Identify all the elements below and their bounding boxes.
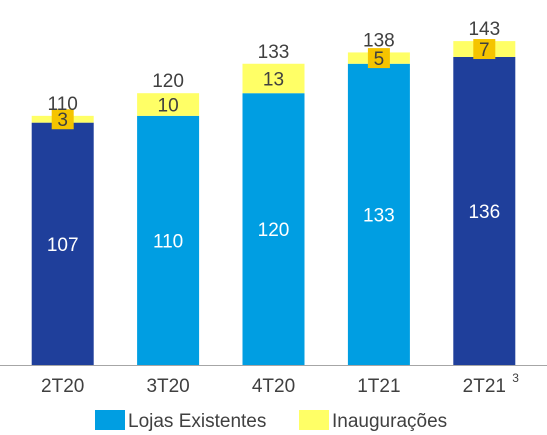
total-label-2t20: 110 — [48, 94, 78, 115]
data-label-inauguracoes-1t21: 5 — [374, 49, 385, 70]
legend: Lojas Existentes Inaugurações — [95, 410, 447, 432]
bar-segment-lojas-existentes-2t21 — [453, 56, 516, 366]
total-label-3t20: 120 — [152, 71, 184, 92]
bars-group — [31, 41, 516, 366]
data-label-lojas-existentes-4t20: 120 — [258, 220, 290, 241]
data-label-inauguracoes-4t20: 13 — [263, 69, 284, 90]
bar-segment-lojas-existentes-1t21 — [347, 63, 410, 365]
legend-swatch-inauguracoes — [299, 410, 329, 430]
x-tick-footnote-2t21: 3 — [512, 371, 519, 385]
total-label-4t20: 133 — [258, 42, 290, 63]
x-tick-labels: 2T20 3T20 4T20 1T21 2T21 3 — [41, 371, 519, 397]
data-label-box-2t20 — [51, 109, 74, 130]
x-tick-label-2t20: 2T20 — [41, 376, 84, 397]
data-label-inauguracoes-2t21: 7 — [479, 40, 490, 61]
legend-label-inauguracoes: Inaugurações — [332, 411, 447, 432]
bar-segment-lojas-existentes-4t20 — [242, 93, 305, 365]
bar-segment-inauguracoes-4t20 — [242, 63, 305, 94]
x-tick-label-2t21: 2T21 — [463, 376, 506, 397]
x-tick-label-1t21: 1T21 — [357, 376, 400, 397]
x-tick-label-4t20: 4T20 — [252, 376, 295, 397]
total-label-2t21: 143 — [468, 19, 500, 40]
data-label-lojas-existentes-3t20: 110 — [153, 231, 183, 252]
data-label-box-1t21 — [367, 48, 390, 69]
data-label-inauguracoes-2t20: 3 — [57, 110, 68, 131]
data-label-lojas-existentes-1t21: 133 — [363, 205, 395, 226]
legend-label-lojas-existentes: Lojas Existentes — [128, 411, 266, 432]
x-tick-label-3t20: 3T20 — [146, 376, 189, 397]
bar-segment-inauguracoes-3t20 — [137, 93, 200, 116]
bar-segment-lojas-existentes-3t20 — [137, 115, 200, 365]
total-label-1t21: 138 — [363, 30, 395, 51]
legend-swatch-lojas-existentes — [95, 410, 125, 430]
data-label-lojas-existentes-2t20: 107 — [47, 235, 79, 256]
data-label-inauguracoes-3t20: 10 — [158, 96, 179, 117]
data-label-lojas-existentes-2t21: 136 — [468, 202, 500, 223]
data-label-box-2t21 — [473, 39, 496, 60]
bar-segment-lojas-existentes-2t20 — [31, 122, 94, 366]
